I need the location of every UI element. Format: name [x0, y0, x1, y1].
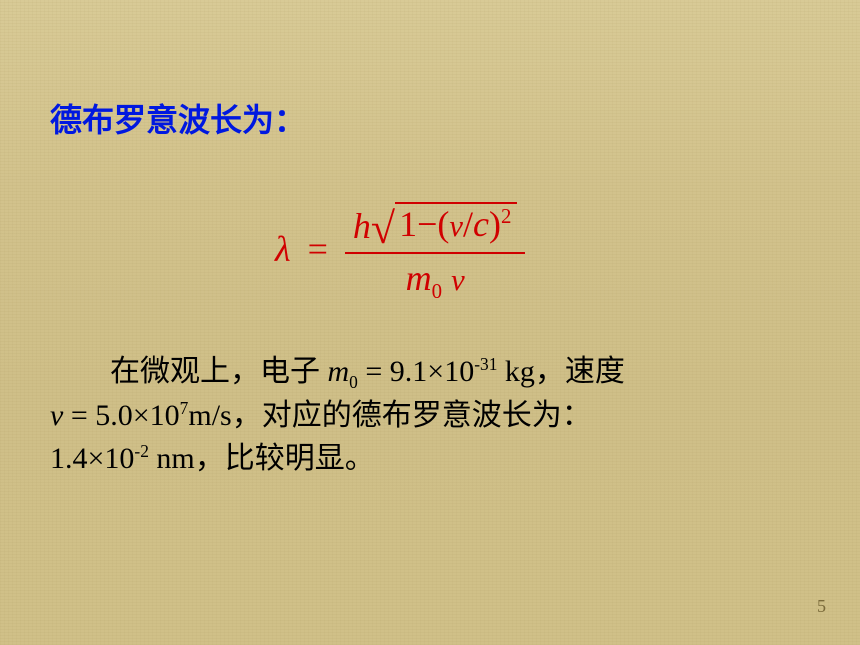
sqrt-symbol: √	[371, 204, 395, 253]
exp-2: 2	[501, 204, 511, 228]
denominator: m0 v	[345, 254, 526, 298]
sub-0: 0	[432, 279, 442, 303]
lparen: (	[437, 204, 449, 244]
var-m: m	[406, 258, 432, 298]
unit-kg: kg，速度	[497, 355, 625, 388]
unit-nm: nm，比较明显。	[149, 442, 375, 475]
sqrt: √1−(v/c)2	[371, 202, 518, 246]
ten-1: 10	[444, 355, 474, 388]
var-v-num: v	[449, 209, 463, 243]
rparen: )	[489, 204, 501, 244]
sqrt-body: 1−(v/c)2	[395, 202, 517, 242]
ten-2: 10	[150, 399, 180, 432]
text-intro: 在微观上，电子	[110, 355, 328, 388]
fraction: h√1−(v/c)2 m0 v	[345, 200, 526, 298]
val-lambda: 1.4×10	[50, 442, 134, 475]
op-minus: −	[417, 204, 437, 244]
page-number: 5	[817, 596, 826, 617]
slash: /	[463, 204, 473, 244]
val-m0: = 9.1	[358, 355, 427, 388]
exp-minus2: -2	[134, 441, 149, 461]
numerator: h√1−(v/c)2	[345, 200, 526, 254]
body-paragraph: 在微观上，电子 m0 = 9.1×10-31 kg，速度 v = 5.0×107…	[50, 350, 810, 481]
unit-ms: m/s，对应的德布罗意波长为：	[188, 399, 591, 432]
symbol-equals: =	[308, 229, 328, 269]
val-v: = 5.0	[63, 399, 132, 432]
exp-minus31: -31	[474, 354, 497, 374]
var-v: v	[50, 399, 63, 432]
var-v-den: v	[451, 263, 465, 297]
symbol-lambda: λ	[275, 228, 291, 270]
de-broglie-formula: λ = h√1−(v/c)2 m0 v	[275, 200, 525, 298]
var-m0: m	[328, 355, 350, 388]
var-c: c	[473, 204, 489, 244]
var-h: h	[353, 206, 371, 246]
times-1: ×	[427, 355, 444, 388]
times-2: ×	[133, 399, 150, 432]
num-one: 1	[399, 204, 417, 244]
sub-m0: 0	[349, 372, 358, 392]
slide-heading: 德布罗意波长为：	[50, 95, 306, 141]
